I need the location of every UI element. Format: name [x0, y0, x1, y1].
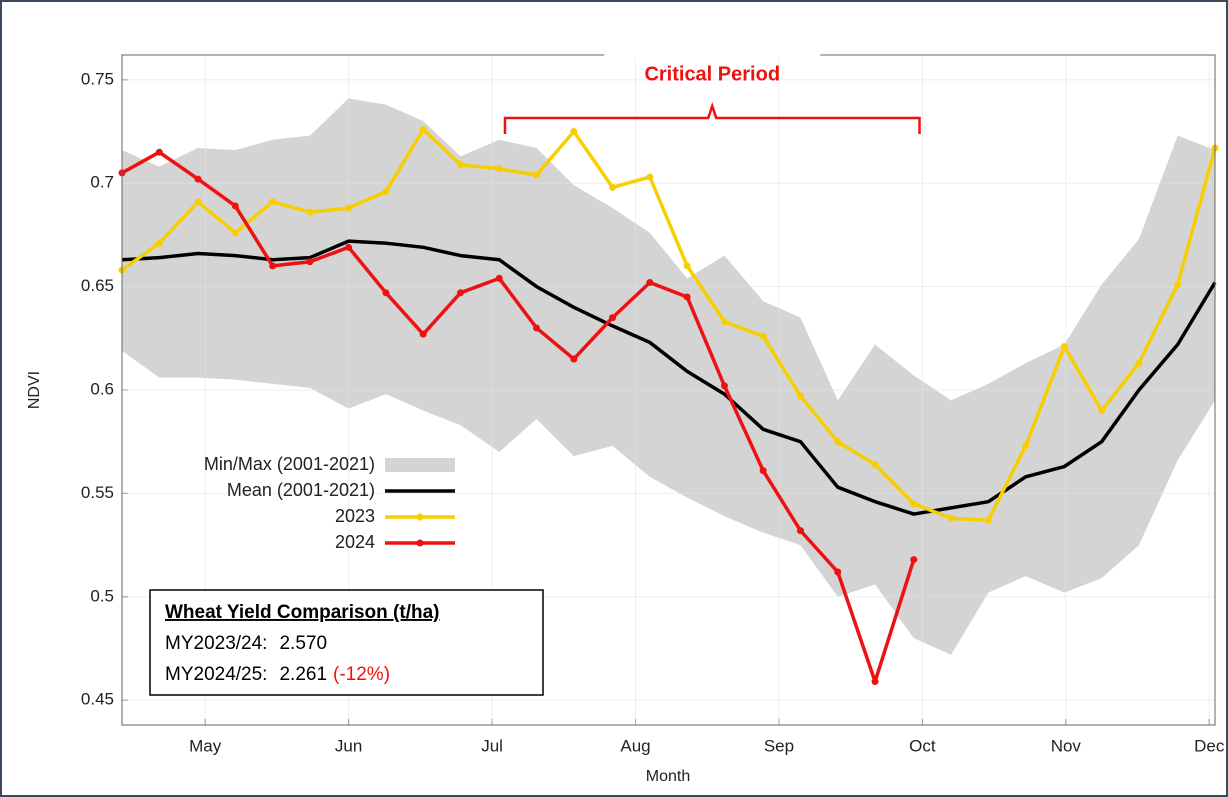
series-point	[194, 198, 202, 206]
y-tick-label: 0.45	[81, 690, 114, 709]
series-point	[419, 125, 427, 133]
series-point	[759, 467, 767, 475]
series-point	[419, 330, 427, 338]
y-tick-label: 0.75	[81, 69, 114, 88]
series-point	[609, 183, 617, 191]
series-point	[720, 382, 728, 390]
series-line	[121, 239, 1217, 516]
series-point	[984, 516, 992, 524]
series-point	[231, 202, 239, 210]
legend-label: 2024	[335, 532, 375, 552]
series-point	[345, 204, 353, 212]
series-point	[834, 568, 842, 576]
series-point	[871, 678, 879, 686]
yield-box-title: Wheat Yield Comparison (t/ha)	[165, 602, 439, 623]
yield-row-change: (-12%)	[333, 664, 390, 685]
x-tick-label: Dec	[1194, 736, 1225, 755]
series-point	[269, 198, 277, 206]
series-point	[155, 239, 163, 247]
series-point	[570, 128, 578, 136]
yield-box	[149, 589, 544, 696]
series-point	[1098, 407, 1106, 415]
legend-marker	[416, 513, 424, 521]
yield-row-label: MY2023/24:	[165, 633, 267, 654]
critical-period-bracket	[503, 102, 921, 134]
legend-label: Min/Max (2001-2021)	[204, 454, 375, 474]
series-point	[269, 262, 277, 270]
x-tick-label: Jun	[335, 736, 362, 755]
y-tick-label: 0.55	[81, 483, 114, 502]
y-axis-label: NDVI	[26, 371, 43, 409]
series-point	[495, 165, 503, 173]
series-point	[796, 527, 804, 535]
series-point	[345, 243, 353, 251]
legend-label: 2023	[335, 506, 375, 526]
series-point	[1174, 281, 1182, 289]
title-gap	[604, 52, 821, 58]
series-point	[796, 392, 804, 400]
series-point	[720, 318, 728, 326]
series-point	[871, 460, 879, 468]
legend-label: Mean (2001-2021)	[227, 480, 375, 500]
series-point	[646, 278, 654, 286]
y-tick-label: 0.65	[81, 276, 114, 295]
series-line	[121, 150, 916, 684]
critical-period-label: Critical Period	[644, 63, 780, 85]
y-tick-label: 0.7	[90, 173, 114, 192]
series-point	[609, 314, 617, 322]
series-line	[120, 127, 1217, 523]
x-tick-label: Jul	[481, 736, 503, 755]
series-point	[457, 161, 465, 169]
series-point	[759, 332, 767, 340]
series-point	[646, 173, 654, 181]
yield-row-value: 2.570	[279, 633, 327, 654]
series-point	[947, 514, 955, 522]
series-point	[306, 258, 314, 266]
series-point	[683, 262, 691, 270]
x-tick-label: Aug	[620, 736, 650, 755]
x-tick-label: Oct	[909, 736, 936, 755]
y-tick-label: 0.5	[90, 586, 114, 605]
series-point	[533, 171, 541, 179]
yield-row: MY2023/24: 2.570	[165, 633, 327, 654]
series-point	[834, 438, 842, 446]
y-tick-label: 0.6	[90, 379, 114, 398]
series-point	[570, 355, 578, 363]
yield-row-value: 2.261	[279, 664, 327, 685]
series-point	[382, 187, 390, 195]
legend-swatch	[385, 458, 455, 472]
x-tick-label: Sep	[764, 736, 794, 755]
series-point	[306, 208, 314, 216]
yield-row-label: MY2024/25:	[165, 664, 267, 685]
x-axis-label: Month	[646, 768, 690, 785]
series-point	[495, 274, 503, 282]
series-point	[1060, 343, 1068, 351]
series-point	[533, 324, 541, 332]
series-point	[910, 556, 918, 564]
legend-marker	[416, 539, 424, 547]
series-point	[910, 500, 918, 508]
x-tick-label: Nov	[1051, 736, 1082, 755]
series-point	[457, 289, 465, 297]
series-point	[1022, 442, 1030, 450]
series-point	[155, 148, 163, 156]
series-point	[231, 229, 239, 237]
series-point	[382, 289, 390, 297]
series-point	[194, 175, 202, 183]
series-point	[683, 293, 691, 301]
yield-row: MY2024/25: 2.261 (-12%)	[165, 664, 390, 685]
series-point	[1135, 359, 1143, 367]
x-tick-label: May	[189, 736, 222, 755]
